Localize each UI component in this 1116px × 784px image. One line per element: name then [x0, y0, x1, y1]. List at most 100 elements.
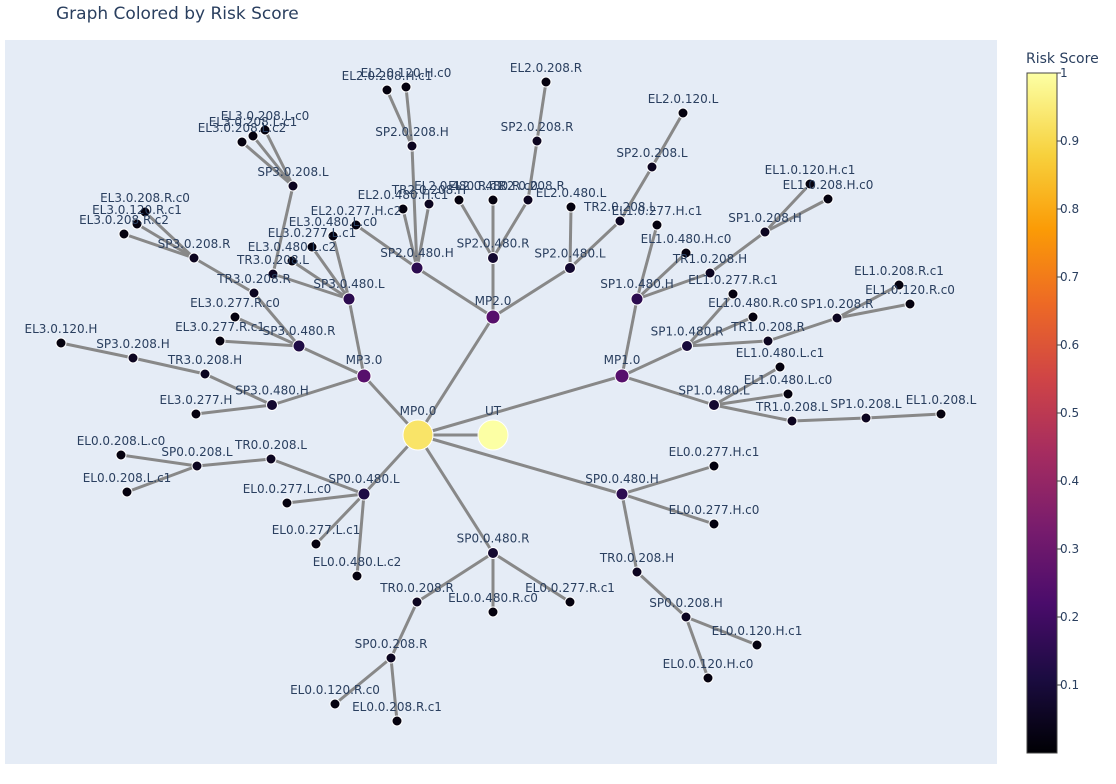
- node-EL1.0.480.L.c0[interactable]: [782, 388, 794, 400]
- node-EL3.0.480.L.c2[interactable]: [286, 255, 298, 267]
- node-EL3.0.277.R.c1[interactable]: [214, 335, 226, 347]
- node-SP1.0.208.H[interactable]: [759, 226, 771, 238]
- node-EL1.0.480.L.c1[interactable]: [774, 361, 786, 373]
- node-EL3.0.120.R.c1[interactable]: [131, 218, 143, 230]
- node-EL0.0.480.L.c2[interactable]: [351, 570, 363, 582]
- node-EL3.0.277.H[interactable]: [190, 408, 202, 420]
- node-SP3.0.480.L[interactable]: [342, 292, 356, 306]
- edge-SP0.0.480.L-EL0.0.277.L.c1: [314, 492, 366, 546]
- node-EL2.0.480.L[interactable]: [565, 201, 577, 213]
- node-EL2.0.208.R[interactable]: [540, 76, 552, 88]
- node-SP1.0.480.R[interactable]: [681, 340, 693, 352]
- node-SP0.0.480.H[interactable]: [615, 487, 629, 501]
- node-EL2.0.480.H.c1[interactable]: [397, 203, 409, 215]
- edge-MP0.0-MP2.0: [416, 316, 495, 436]
- node-EL0.0.277.H.c0[interactable]: [708, 518, 720, 530]
- node-EL3.0.208.R.c2[interactable]: [118, 228, 130, 240]
- node-EL0.0.208.R.c1[interactable]: [391, 715, 403, 727]
- node-SP0.0.480.R[interactable]: [487, 547, 499, 559]
- node-SP3.0.208.R[interactable]: [188, 252, 200, 264]
- node-SP1.0.480.L[interactable]: [708, 399, 720, 411]
- node-EL3.0.277.L.c1[interactable]: [306, 241, 318, 253]
- edge-SP1.0.208.H-EL1.0.208.H.c0: [764, 197, 829, 234]
- node-TR0.0.208.R[interactable]: [411, 596, 423, 608]
- node-SP3.0.208.H[interactable]: [127, 352, 139, 364]
- node-label: EL0.0.277.R.c1: [525, 581, 615, 595]
- node-EL1.0.120.R.c0[interactable]: [904, 298, 916, 310]
- node-MP2.0[interactable]: [485, 309, 501, 325]
- node-label: EL1.0.480.H.c0: [641, 232, 732, 246]
- node-EL2.0.208.H.c1[interactable]: [381, 84, 393, 96]
- node-EL0.0.277.R.c1[interactable]: [564, 596, 576, 608]
- node-SP2.0.480.H[interactable]: [410, 261, 424, 275]
- node-EL1.0.277.R.c1[interactable]: [727, 288, 739, 300]
- node-SP2.0.208.L[interactable]: [646, 161, 658, 173]
- node-TR1.0.208.H[interactable]: [704, 267, 716, 279]
- node-EL1.0.480.H.c0[interactable]: [680, 247, 692, 259]
- node-EL0.0.480.R.c0[interactable]: [487, 606, 499, 618]
- node-EL0.0.208.L.c1[interactable]: [121, 486, 133, 498]
- node-SP1.0.480.H[interactable]: [630, 292, 644, 306]
- node-EL1.0.208.R.c1[interactable]: [893, 279, 905, 291]
- edge-SP2.0.480.H-EL2.0.277.H.c2: [355, 223, 418, 270]
- node-label: EL3.0.208.L.c1: [209, 115, 298, 129]
- node-EL2.0.480.R.c0[interactable]: [487, 194, 499, 206]
- node-TR3.0.208.R[interactable]: [248, 287, 260, 299]
- node-UT[interactable]: [477, 419, 509, 451]
- node-SP2.0.480.R[interactable]: [487, 252, 499, 264]
- node-TR2.0.208.H[interactable]: [423, 198, 435, 210]
- node-TR3.0.208.H[interactable]: [199, 368, 211, 380]
- node-SP0.0.208.H[interactable]: [680, 611, 692, 623]
- node-MP3.0[interactable]: [356, 368, 372, 384]
- node-EL2.0.120.L[interactable]: [677, 107, 689, 119]
- node-SP3.0.208.L[interactable]: [287, 180, 299, 192]
- node-SP3.0.480.R[interactable]: [292, 339, 306, 353]
- node-EL3.0.208.L.c1[interactable]: [247, 130, 259, 142]
- node-EL3.0.480.L.c0[interactable]: [327, 230, 339, 242]
- node-EL0.0.120.H.c1[interactable]: [751, 639, 763, 651]
- node-TR2.0.208.R[interactable]: [522, 194, 534, 206]
- node-MP1.0[interactable]: [614, 368, 630, 384]
- node-EL1.0.120.H.c1[interactable]: [804, 178, 816, 190]
- node-EL0.0.120.H.c0[interactable]: [702, 672, 714, 684]
- node-EL0.0.277.L.c0[interactable]: [281, 497, 293, 509]
- node-EL3.0.208.L.c0[interactable]: [259, 124, 271, 136]
- node-TR0.0.208.H[interactable]: [631, 566, 643, 578]
- node-SP1.0.208.L[interactable]: [860, 412, 872, 424]
- node-SP2.0.480.L[interactable]: [564, 262, 576, 274]
- node-EL1.0.208.L[interactable]: [935, 408, 947, 420]
- node-SP2.0.208.R[interactable]: [531, 135, 543, 147]
- node-EL1.0.277.H.c1[interactable]: [651, 219, 663, 231]
- node-EL0.0.277.H.c1[interactable]: [708, 460, 720, 472]
- node-EL3.0.277.R.c0[interactable]: [229, 311, 241, 323]
- node-MP0.0[interactable]: [402, 419, 434, 451]
- node-SP0.0.480.L[interactable]: [357, 487, 371, 501]
- node-TR2.0.208.L[interactable]: [614, 215, 626, 227]
- node-label: EL0.0.277.H.c0: [669, 503, 760, 517]
- node-TR0.0.208.L[interactable]: [265, 453, 277, 465]
- node-EL1.0.480.R.c0[interactable]: [747, 311, 759, 323]
- node-SP0.0.208.L[interactable]: [191, 460, 203, 472]
- node-EL0.0.120.R.c0[interactable]: [329, 698, 341, 710]
- node-EL0.0.208.L.c0[interactable]: [115, 449, 127, 461]
- node-EL2.0.480.R.c1[interactable]: [453, 194, 465, 206]
- node-TR3.0.208.L[interactable]: [267, 268, 279, 280]
- node-EL2.0.120.H.c0[interactable]: [400, 81, 412, 93]
- node-SP1.0.208.R[interactable]: [831, 312, 843, 324]
- node-TR1.0.208.L[interactable]: [786, 415, 798, 427]
- edge-SP2.0.208.R-EL2.0.208.R: [535, 81, 548, 142]
- node-EL3.0.208.L.c2[interactable]: [236, 136, 248, 148]
- node-SP2.0.208.H[interactable]: [406, 140, 418, 152]
- node-SP0.0.208.R[interactable]: [385, 652, 397, 664]
- node-EL3.0.120.H[interactable]: [55, 337, 67, 349]
- node-EL3.0.208.R.c0[interactable]: [139, 206, 151, 218]
- node-EL0.0.277.L.c1[interactable]: [310, 538, 322, 550]
- node-label: EL3.0.480.L.c0: [289, 215, 378, 229]
- edge-SP3.0.480.H-TR3.0.208.H: [204, 372, 273, 407]
- node-EL1.0.208.H.c0[interactable]: [822, 193, 834, 205]
- node-label: EL0.0.277.L.c0: [243, 482, 332, 496]
- node-TR1.0.208.R[interactable]: [762, 335, 774, 347]
- node-SP3.0.480.H[interactable]: [266, 399, 278, 411]
- node-EL2.0.277.H.c2[interactable]: [350, 219, 362, 231]
